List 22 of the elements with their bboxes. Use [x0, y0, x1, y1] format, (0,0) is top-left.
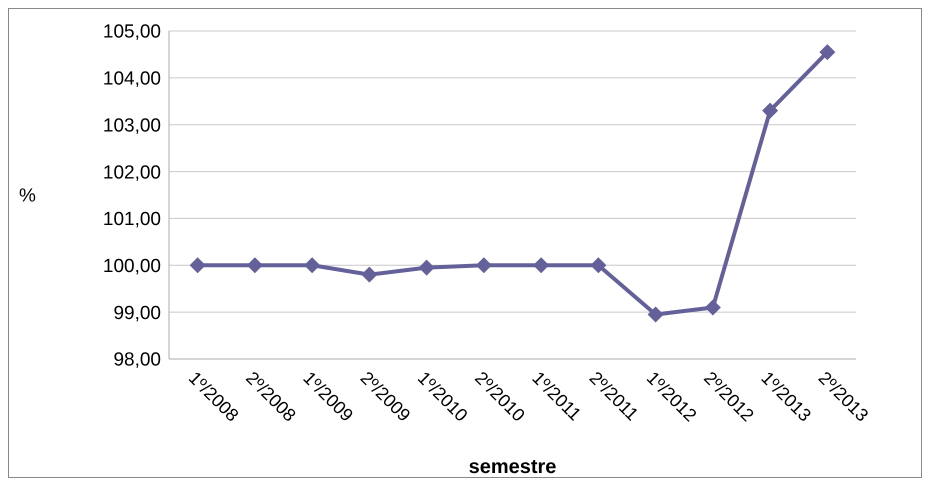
y-tick-label: 102,00 — [102, 162, 161, 184]
y-tick-label: 99,00 — [113, 302, 161, 324]
y-tick-label: 105,00 — [102, 22, 161, 43]
point — [304, 257, 320, 274]
point — [648, 306, 664, 322]
point — [246, 257, 263, 274]
x-axis-title: semestre — [468, 456, 556, 478]
point — [819, 44, 836, 60]
y-tick-label: 101,00 — [102, 209, 161, 230]
point — [361, 266, 378, 283]
point — [418, 260, 435, 276]
point — [590, 257, 606, 274]
y-axis-title: % — [19, 186, 36, 207]
y-tick-label: 100,00 — [102, 256, 161, 278]
point — [476, 257, 492, 274]
y-tick-label: 98,00 — [113, 350, 161, 371]
point — [533, 257, 550, 274]
y-tick-label: 104,00 — [102, 68, 161, 90]
point — [190, 257, 206, 274]
point — [762, 102, 778, 119]
y-tick-label: 103,00 — [102, 115, 161, 136]
point — [704, 299, 721, 316]
